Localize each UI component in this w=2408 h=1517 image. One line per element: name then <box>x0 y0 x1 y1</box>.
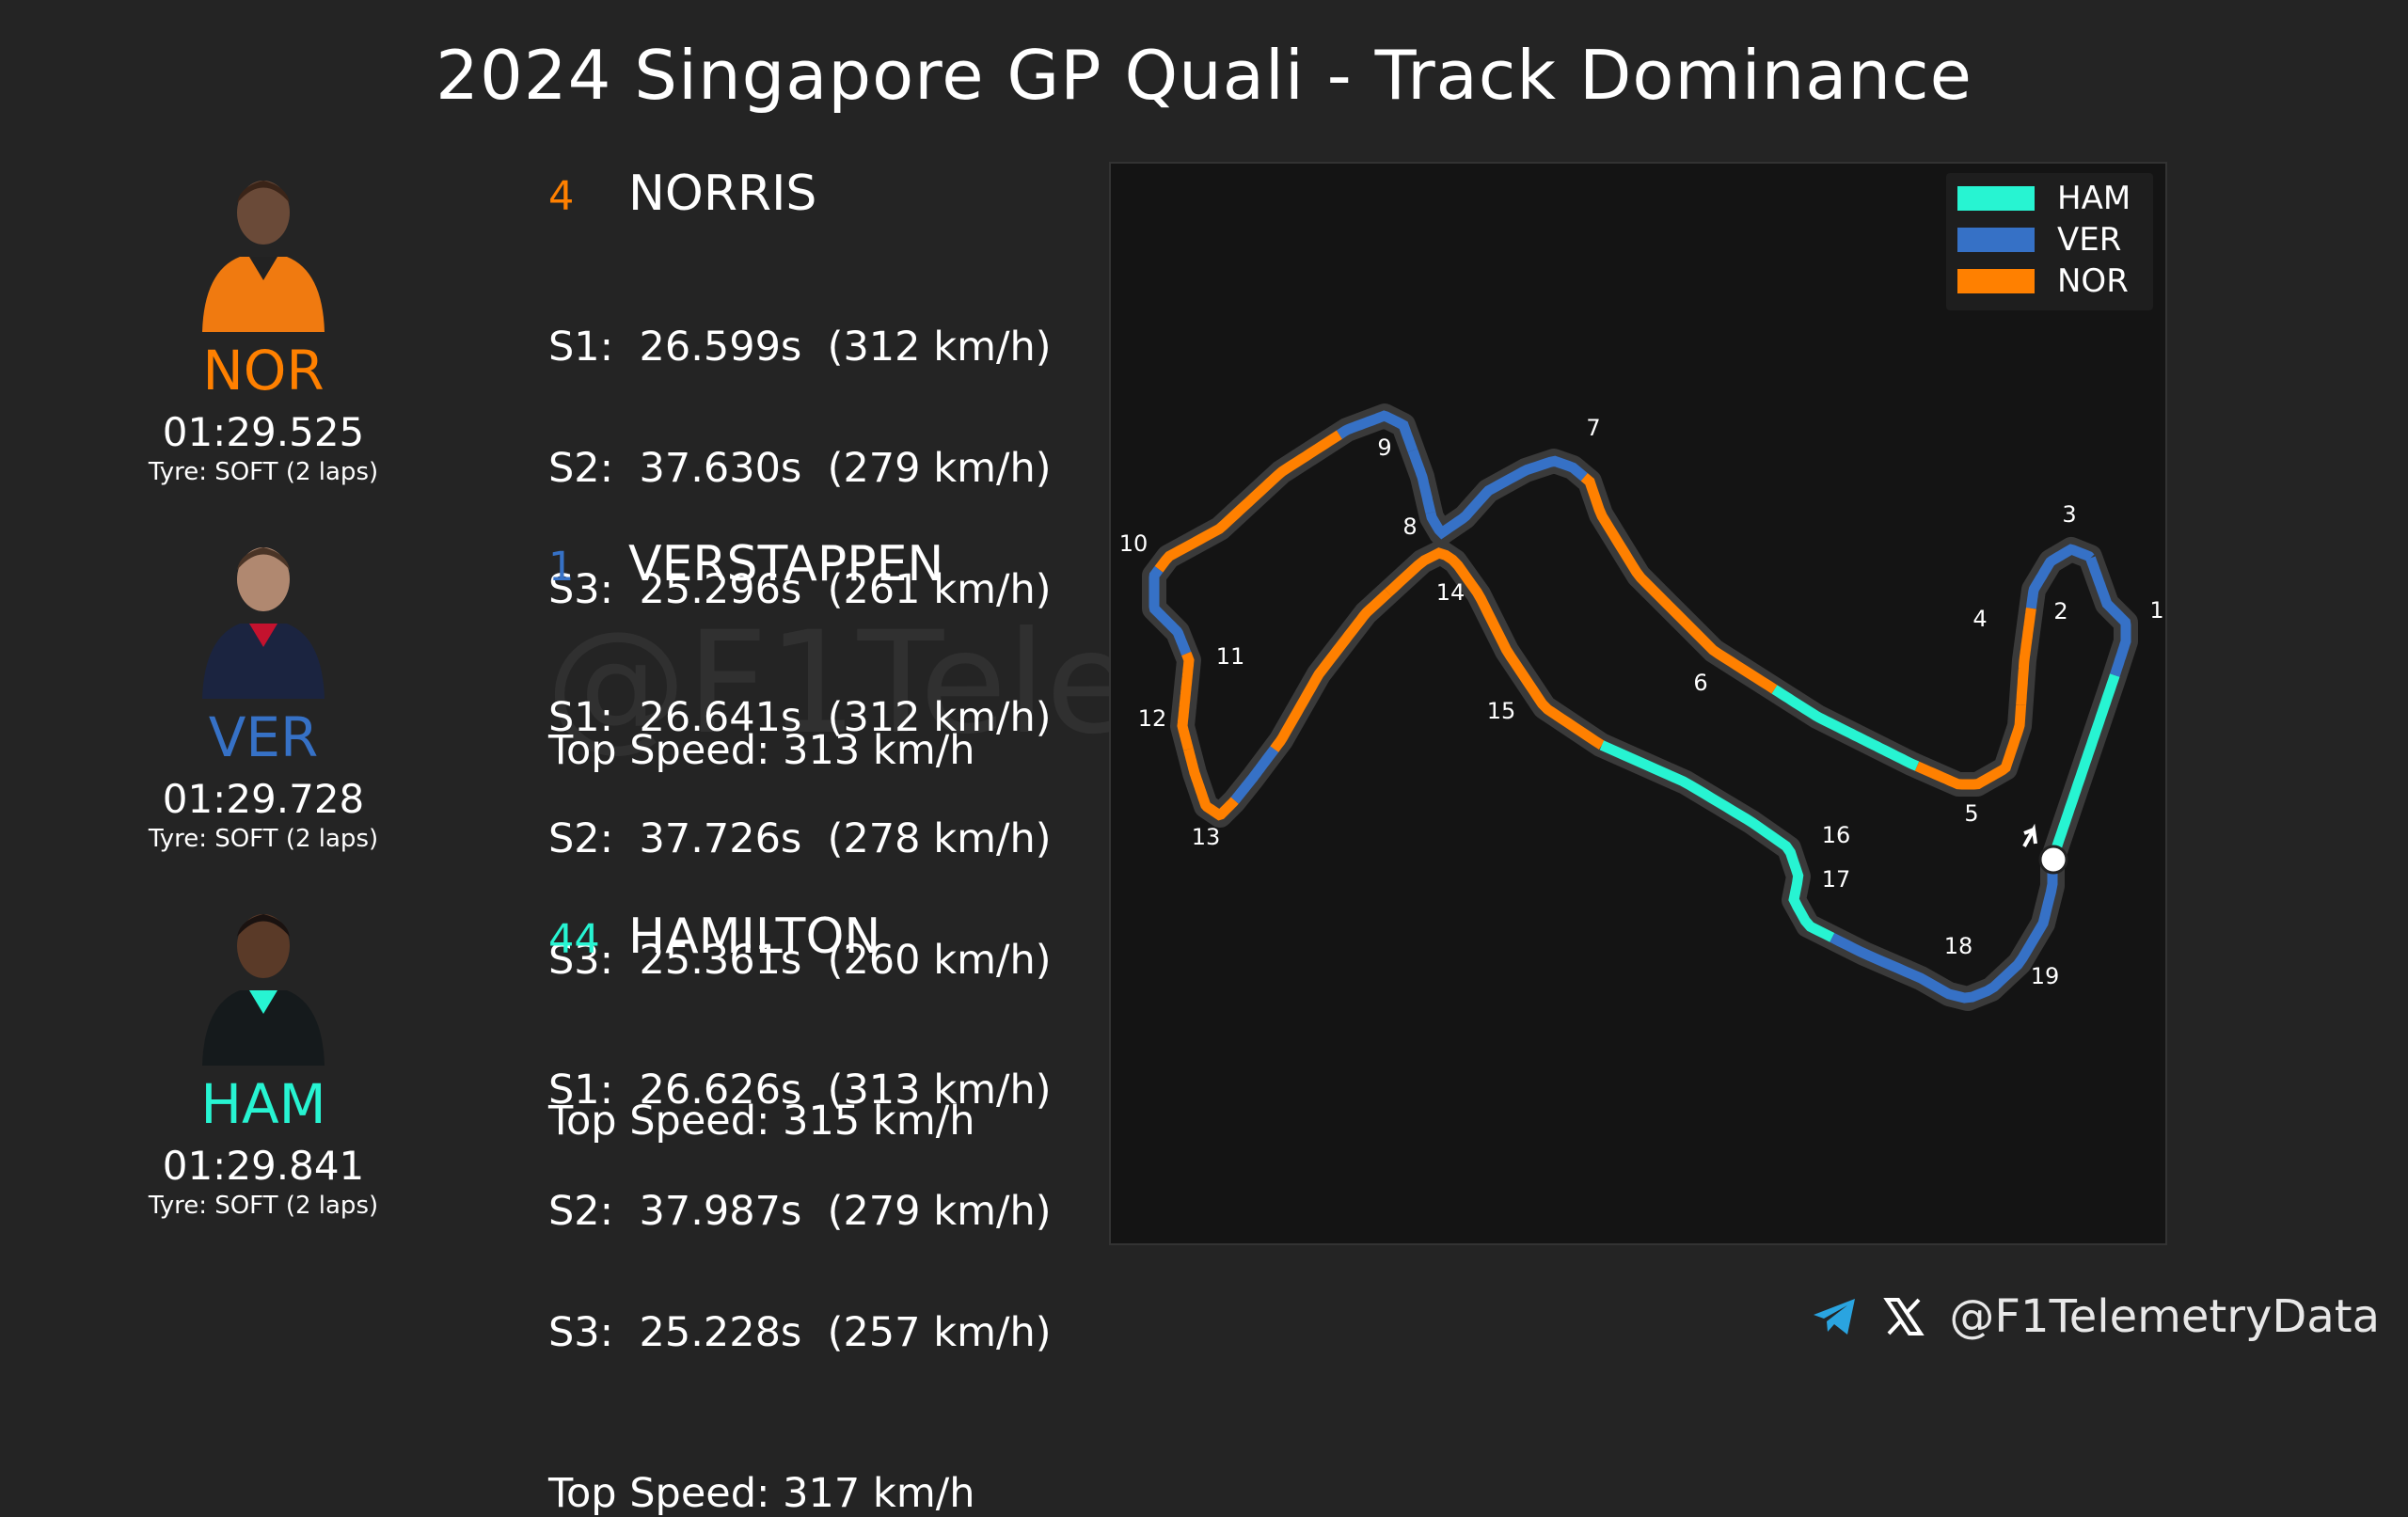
legend-swatch <box>1957 228 2035 252</box>
sector-2-time: S2: 37.630s (279 km/h) <box>548 445 1052 492</box>
legend-label: VER <box>2057 221 2122 259</box>
track-segment-ver <box>1149 565 1192 656</box>
track-segment-nor <box>2016 607 2036 706</box>
legend-item-ham: HAM <box>1957 180 2131 217</box>
driver-stats-ham: 44 HAMILTON S1: 26.626s (313 km/h) S2: 3… <box>548 912 1075 1514</box>
driver-laptime: 01:29.841 <box>162 1143 365 1189</box>
track-segment-nor <box>1385 547 1605 751</box>
corner-label: 4 <box>1972 606 1987 632</box>
driver-code: VER <box>208 705 319 769</box>
corner-label: 18 <box>1944 933 1973 959</box>
page-title: 2024 Singapore GP Quali - Track Dominanc… <box>436 36 1972 115</box>
driver-tyre: Tyre: SOFT (2 laps) <box>148 1192 379 1220</box>
start-finish-marker <box>2038 845 2068 875</box>
corner-label: 12 <box>1138 705 1167 732</box>
footer: @F1TelemetryData <box>1812 1290 2380 1343</box>
legend-item-nor: NOR <box>1957 262 2129 300</box>
sector-3-time: S3: 25.296s (261 km/h) <box>548 566 1052 613</box>
driver-laptime: 01:29.728 <box>162 776 365 822</box>
telegram-icon[interactable] <box>1812 1296 1859 1337</box>
legend-label: NOR <box>2057 262 2129 300</box>
track-segment-ver <box>1336 410 1418 452</box>
corner-label: 10 <box>1119 530 1149 557</box>
sector-3-time: S3: 25.361s (260 km/h) <box>548 937 1052 984</box>
legend-swatch <box>1957 269 2035 293</box>
track-segment-nor <box>1154 430 1342 573</box>
corner-label: 2 <box>2053 598 2067 624</box>
driver-laptime: 01:29.525 <box>162 409 365 455</box>
driver-card-ham: HAM 01:29.841 Tyre: SOFT (2 laps) <box>122 901 404 1218</box>
corner-label: 11 <box>1216 643 1245 670</box>
corner-label: 3 <box>2062 501 2076 528</box>
driver-number: 1 <box>548 544 575 591</box>
track-segment-ver <box>1407 449 1436 514</box>
track-segment-ver <box>1230 746 1279 804</box>
corner-label: 1 <box>2149 597 2163 624</box>
social-handle[interactable]: @F1TelemetryData <box>1949 1290 2380 1343</box>
driver-name: VERSTAPPEN <box>628 536 944 593</box>
corner-label: 14 <box>1436 579 1465 606</box>
driver-name: HAMILTON <box>628 909 881 965</box>
top-speed: Top Speed: 315 km/h <box>548 1098 975 1145</box>
driver-card-ver: VER 01:29.728 Tyre: SOFT (2 laps) <box>122 534 404 851</box>
track-segment-nor <box>1270 589 1392 752</box>
driver-tyre: Tyre: SOFT (2 laps) <box>148 458 379 486</box>
driver-name: NORRIS <box>628 166 817 222</box>
driver-tyre: Tyre: SOFT (2 laps) <box>148 825 379 853</box>
top-speed: Top Speed: 317 km/h <box>548 1470 975 1517</box>
track-segment-nor <box>1914 704 2027 790</box>
corner-label: 16 <box>1822 822 1851 848</box>
corner-label: 6 <box>1693 670 1707 696</box>
corner-label: 5 <box>1964 800 1978 827</box>
track-segment-ver <box>2085 556 2131 677</box>
sector-1-time: S1: 26.626s (313 km/h) <box>548 1067 1052 1114</box>
top-speed: Top Speed: 313 km/h <box>548 727 975 774</box>
corner-label: 15 <box>1487 698 1516 724</box>
legend-swatch <box>1957 186 2035 211</box>
driver-number: 44 <box>548 916 600 963</box>
driver-code: HAM <box>200 1072 326 1136</box>
sector-1-time: S1: 26.641s (312 km/h) <box>548 694 1052 741</box>
track-segment-ham <box>2047 673 2120 861</box>
direction-arrow-icon <box>2022 823 2037 847</box>
corner-label: 9 <box>1377 435 1391 461</box>
track-segment-nor <box>1183 748 1239 821</box>
corner-label: 7 <box>1586 415 1600 441</box>
driver-portrait-ver <box>202 547 325 699</box>
sector-2-time: S2: 37.987s (279 km/h) <box>548 1188 1052 1235</box>
corner-label: 8 <box>1402 514 1417 540</box>
track-segment-nor <box>1580 473 1778 694</box>
track-segments <box>1149 410 2131 1003</box>
driver-stats-ver: 1 VERSTAPPEN S1: 26.641s (312 km/h) S2: … <box>548 540 1075 1142</box>
driver-portrait-ham <box>202 914 325 1066</box>
legend: HAM VER NOR <box>1946 173 2153 310</box>
track-segment-ham <box>1771 685 1920 771</box>
corner-label: 17 <box>1822 866 1851 893</box>
track-map-panel: 1 2 3 4 5 6 7 8 9 10 11 12 13 14 15 16 17 18 19 HAM VER NO… <box>1109 162 2167 1245</box>
sector-3-time: S3: 25.228s (257 km/h) <box>548 1309 1052 1356</box>
driver-code: NOR <box>202 339 325 403</box>
sector-2-time: S2: 37.726s (278 km/h) <box>548 815 1052 862</box>
sector-1-time: S1: 26.599s (312 km/h) <box>548 324 1052 371</box>
track-segment-ham <box>1599 740 1835 942</box>
driver-number: 4 <box>548 173 575 220</box>
track-segment-ver <box>1830 860 2058 1003</box>
corner-label: 13 <box>1192 824 1221 850</box>
legend-label: HAM <box>2057 180 2131 217</box>
track-segment-ver <box>2025 544 2095 609</box>
corner-label: 19 <box>2031 963 2060 989</box>
legend-item-ver: VER <box>1957 221 2121 259</box>
x-icon[interactable] <box>1883 1296 1925 1337</box>
driver-card-nor: NOR 01:29.525 Tyre: SOFT (2 laps) <box>122 167 404 484</box>
driver-portrait-nor <box>202 181 325 332</box>
driver-stats-nor: 4 NORRIS S1: 26.599s (312 km/h) S2: 37.6… <box>548 169 1075 771</box>
track-segment-nor <box>1177 651 1195 751</box>
track-segment-ver <box>1425 455 1588 540</box>
